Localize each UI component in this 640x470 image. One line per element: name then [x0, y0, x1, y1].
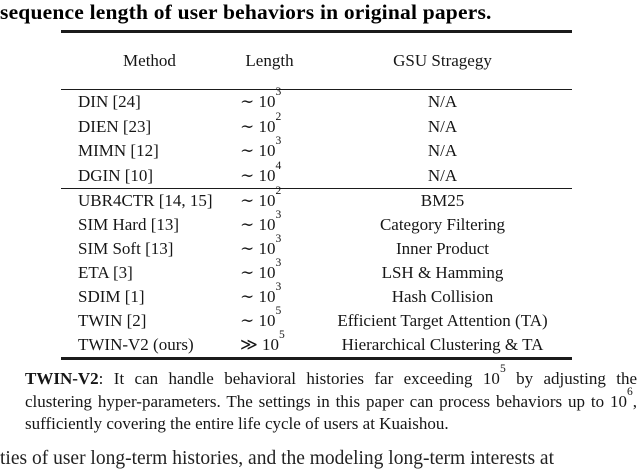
table-header-row: Method Length GSU Stragegy: [61, 33, 572, 89]
method-cell: DIN [24]: [78, 92, 141, 112]
method-cell: MIMN [12]: [78, 141, 159, 161]
length-exponent: 3: [275, 280, 282, 294]
gsu-strategy-cell: N/A: [427, 141, 458, 161]
method-cell: ETA [3]: [78, 263, 133, 283]
length-exponent: 3: [275, 256, 282, 270]
length-cell: ∼ 103: [240, 134, 282, 161]
length-exponent: 3: [275, 232, 282, 246]
length-exponent: 2: [275, 184, 282, 198]
length-exponent: 3: [275, 208, 282, 222]
table-note: TWIN-V2: It can handle behavioral histor…: [25, 362, 637, 436]
table-header-rule: [61, 88, 572, 90]
gsu-strategy-cell: N/A: [427, 92, 458, 112]
method-cell: SIM Soft [13]: [78, 239, 174, 259]
table-row: SIM Hard [13] ∼ 103 Category Filtering: [61, 208, 572, 237]
table-group-divider-rule: [61, 187, 572, 190]
table-bottom-rule: [61, 357, 572, 360]
gsu-strategy-cell: BM25: [420, 191, 465, 211]
comparison-table: Method Length GSU Stragegy DIN [24] ∼ 103…: [61, 30, 572, 360]
table-row: SDIM [1] ∼ 103 Hash Collision: [61, 280, 572, 309]
table-row: DGIN [10] ∼ 104 N/A: [61, 158, 572, 188]
length-cell: ∼ 103: [240, 280, 282, 307]
method-cell: DGIN [10]: [78, 165, 154, 185]
gsu-strategy-cell: N/A: [427, 165, 458, 185]
table-row: DIEN [23] ∼ 102 N/A: [61, 109, 572, 139]
length-exponent: 3: [275, 85, 282, 99]
table-row: SIM Soft [13] ∼ 103 Inner Product: [61, 232, 572, 261]
caption-exponent: 6: [626, 384, 633, 398]
length-cell: ∼ 103: [240, 256, 282, 283]
method-cell: UBR4CTR [14, 15]: [78, 191, 213, 211]
gsu-strategy-cell: Hierarchical Clustering & TA: [341, 335, 544, 355]
length-cell: ∼ 103: [240, 232, 282, 259]
length-cell: ∼ 102: [240, 184, 282, 211]
length-exponent: 5: [275, 304, 282, 318]
table-note-label: TWIN-V2: [25, 369, 99, 388]
gsu-strategy-cell: N/A: [427, 116, 458, 136]
method-cell: SIM Hard [13]: [78, 215, 180, 235]
gsu-strategy-cell: Hash Collision: [391, 287, 494, 307]
clipped-body-text: ties of user long-term histories, and th…: [0, 448, 554, 469]
col-header-method: Method: [123, 50, 176, 70]
col-header-length: Length: [245, 50, 294, 70]
method-cell: DIEN [23]: [78, 116, 152, 136]
length-exponent: 3: [275, 134, 282, 148]
length-cell: ∼ 104: [240, 158, 282, 185]
length-cell: ∼ 103: [240, 85, 282, 112]
table-row: TWIN-V2 (ours) ≫ 105 Hierarchical Clusteri…: [61, 328, 572, 357]
table-row: UBR4CTR [14, 15] ∼ 102 BM25: [61, 184, 572, 213]
method-cell: SDIM [1]: [78, 287, 145, 307]
table-group-gsu-methods: UBR4CTR [14, 15] ∼ 102 BM25 SIM Hard [13] ∼ …: [61, 184, 572, 357]
table-row: TWIN [2] ∼ 105 Efficient Target Attention …: [61, 304, 572, 333]
gsu-strategy-cell: Category Filtering: [379, 215, 506, 235]
length-cell: ∼ 102: [240, 109, 282, 136]
col-header-gsu: GSU Stragegy: [393, 50, 492, 70]
length-exponent: 5: [279, 328, 285, 342]
length-exponent: 4: [275, 158, 282, 172]
length-cell: ∼ 105: [240, 304, 282, 331]
table-top-rule: [61, 30, 572, 33]
table-title-fragment: sequence length of user behaviors in ori…: [0, 0, 492, 24]
gsu-strategy-cell: LSH & Hamming: [381, 263, 504, 283]
length-exponent: 2: [275, 109, 282, 123]
gsu-strategy-cell: Efficient Target Attention (TA): [337, 311, 548, 331]
table-note-body: : It can handle behavioral histories far…: [25, 362, 637, 434]
table-row: ETA [3] ∼ 103 LSH & Hamming: [61, 256, 572, 285]
length-cell: ≫ 105: [240, 328, 285, 355]
method-cell: TWIN-V2 (ours): [78, 335, 194, 355]
method-cell: TWIN [2]: [78, 311, 147, 331]
length-cell: ∼ 103: [240, 208, 282, 235]
table-group-short-sequence: DIN [24] ∼ 103 N/A DIEN [23] ∼ 102 N/A MIMN [1…: [61, 85, 572, 188]
table-row: MIMN [12] ∼ 103 N/A: [61, 134, 572, 164]
table-row: DIN [24] ∼ 103 N/A: [61, 85, 572, 115]
caption-exponent: 5: [499, 362, 506, 376]
gsu-strategy-cell: Inner Product: [395, 239, 489, 259]
